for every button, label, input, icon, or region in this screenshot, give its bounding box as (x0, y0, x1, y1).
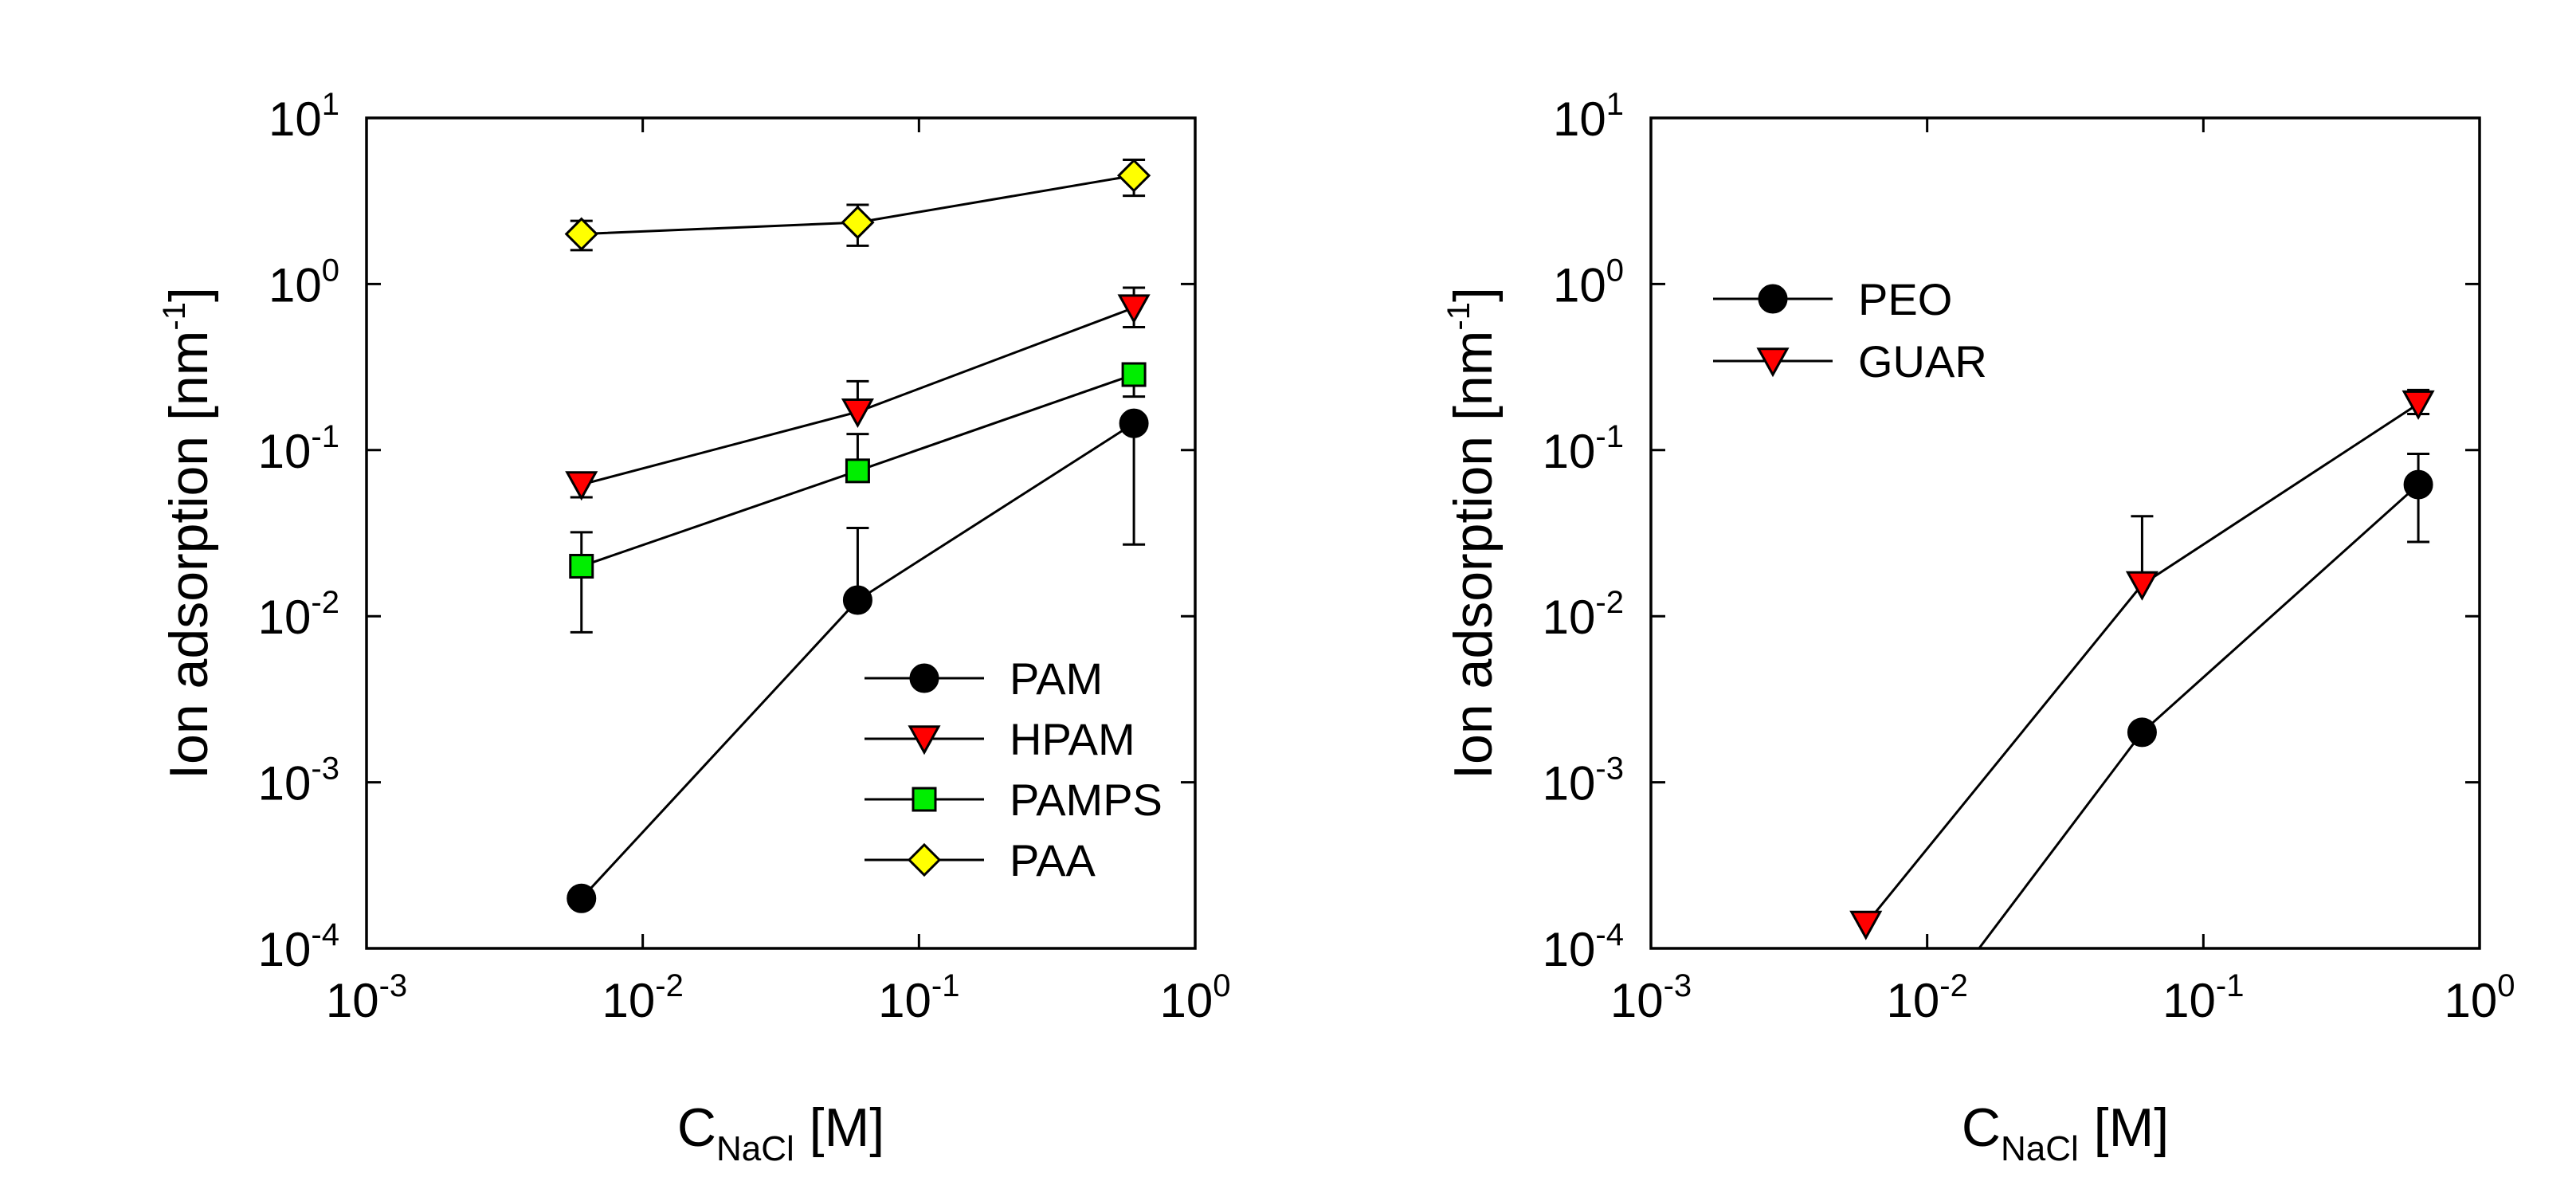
y-tick-label: 100 (269, 253, 339, 312)
plot-frame (365, 116, 1197, 950)
y-tick-label: 10-2 (258, 585, 339, 644)
data-point-peo (2127, 717, 2157, 748)
series-paa (564, 158, 1151, 252)
legend-label: PAA (1010, 835, 1096, 885)
series-guar (1849, 388, 2435, 940)
chart-panel-right: 10-3 10-2 10-1 10010-410-310-210-1100101CNa… (1441, 87, 2515, 1168)
legend-label: GUAR (1858, 336, 1987, 387)
y-tick-label: 101 (1553, 87, 1624, 146)
x-tick-label: 10-3 (1610, 968, 1692, 1027)
data-point-guar (2402, 390, 2435, 420)
data-point-paa (564, 217, 598, 251)
y-tick-label: 10-1 (258, 419, 339, 478)
data-point-pamps (1121, 362, 1147, 387)
y-tick-label: 10-3 (1543, 752, 1624, 810)
y-tick-label: 10-4 (1543, 917, 1624, 976)
data-point-hpam (1117, 294, 1151, 324)
series-peo (1853, 452, 2433, 1112)
plot-area (564, 158, 1151, 913)
y-axis-label: Ion adsorption [nm-1] (157, 287, 219, 779)
y-tick-label: 100 (1553, 253, 1624, 312)
data-point-peo (2403, 469, 2433, 500)
legend-marker-paa (907, 842, 942, 877)
x-tick-label: 100 (2445, 968, 2515, 1027)
y-tick-label: 10-2 (1543, 585, 1624, 644)
series-line-guar (1864, 402, 2419, 925)
legend-label: HPAM (1010, 714, 1135, 764)
data-point-guar (1849, 910, 1883, 940)
legend-label: PAM (1010, 653, 1103, 704)
legend: PAM HPAM PAMPS PAA (865, 653, 1163, 885)
x-tick-label: 10-3 (326, 968, 407, 1027)
series-pam (567, 408, 1149, 913)
data-point-pamps (569, 553, 594, 579)
plot-frame (1649, 116, 2481, 950)
plot-area (1849, 388, 2435, 1112)
x-axis-label: CNaCl [M] (677, 1097, 884, 1168)
legend-marker-hpam (908, 725, 941, 756)
y-tick-label: 10-4 (258, 917, 339, 976)
legend-label: PEO (1858, 274, 1952, 324)
data-point-peo (1853, 1085, 1880, 1112)
data-point-pam (567, 883, 597, 913)
y-axis-label: Ion adsorption [nm-1] (1441, 287, 1504, 779)
series-pamps (569, 362, 1147, 634)
data-point-pam (842, 585, 872, 615)
legend-marker-pam (909, 663, 939, 693)
y-tick-label: 101 (269, 87, 339, 146)
data-point-hpam (565, 471, 598, 501)
legend-marker-guar (1756, 347, 1790, 378)
legend-marker-peo (1758, 284, 1788, 314)
legend: PEO GUAR (1713, 274, 1987, 387)
legend-label: PAMPS (1010, 775, 1163, 825)
x-tick-label: 10-2 (602, 968, 684, 1027)
y-tick-label: 10-3 (258, 752, 339, 810)
series-hpam (565, 286, 1151, 501)
data-point-pamps (845, 458, 870, 484)
x-tick-label: 10-1 (878, 968, 959, 1027)
data-point-paa (1116, 159, 1151, 193)
chart-panel-left: 10-3 10-2 10-1 10010-410-310-210-1100101CNa… (157, 87, 1231, 1168)
x-tick-label: 10-1 (2162, 968, 2244, 1027)
x-tick-label: 10-2 (1887, 968, 1968, 1027)
data-point-pam (1119, 408, 1149, 438)
data-point-hpam (841, 398, 874, 428)
y-tick-label: 10-1 (1543, 419, 1624, 478)
data-point-paa (841, 205, 875, 240)
x-tick-label: 100 (1160, 968, 1231, 1027)
data-point-guar (2125, 571, 2158, 601)
legend-marker-pamps (912, 787, 937, 812)
x-axis-label: CNaCl [M] (1962, 1097, 2169, 1168)
